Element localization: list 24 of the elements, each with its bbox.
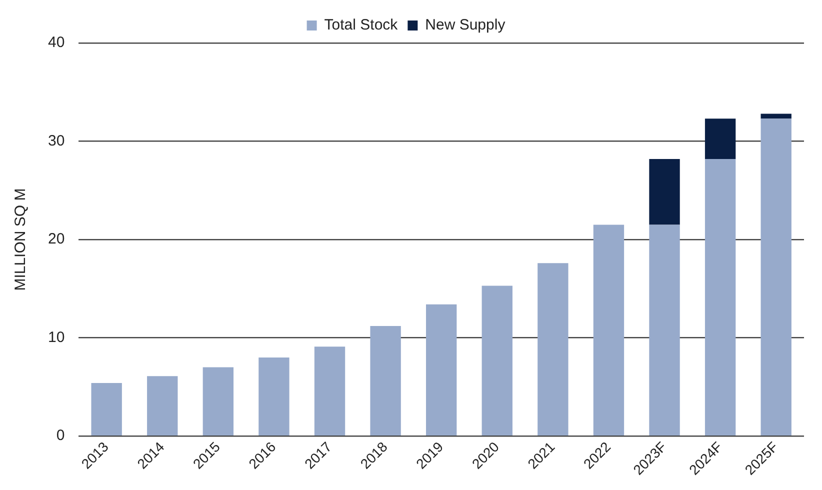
- bar: [704, 158, 736, 436]
- bar: [704, 118, 736, 159]
- y-tick-label: 0: [56, 427, 65, 444]
- bar: [147, 376, 178, 436]
- bar: [426, 304, 457, 436]
- bar: [760, 114, 792, 119]
- legend-label: Total Stock: [324, 16, 398, 34]
- bar: [649, 224, 680, 436]
- bar: [482, 286, 512, 436]
- y-tick-label: 20: [48, 230, 65, 248]
- y-tick-label: 40: [48, 34, 65, 52]
- bar: [538, 263, 568, 436]
- bar: [314, 346, 346, 436]
- bar: [202, 367, 234, 436]
- bar: [760, 118, 792, 436]
- bar: [258, 357, 290, 436]
- legend-label: New Supply: [425, 16, 506, 34]
- y-tick-label: 10: [48, 328, 65, 346]
- bar: [649, 158, 680, 225]
- bar: [370, 326, 401, 436]
- y-axis-title: MILLION SQ M: [12, 188, 30, 291]
- bar: [91, 382, 122, 436]
- bar: [593, 224, 624, 436]
- y-tick-label: 30: [48, 132, 65, 150]
